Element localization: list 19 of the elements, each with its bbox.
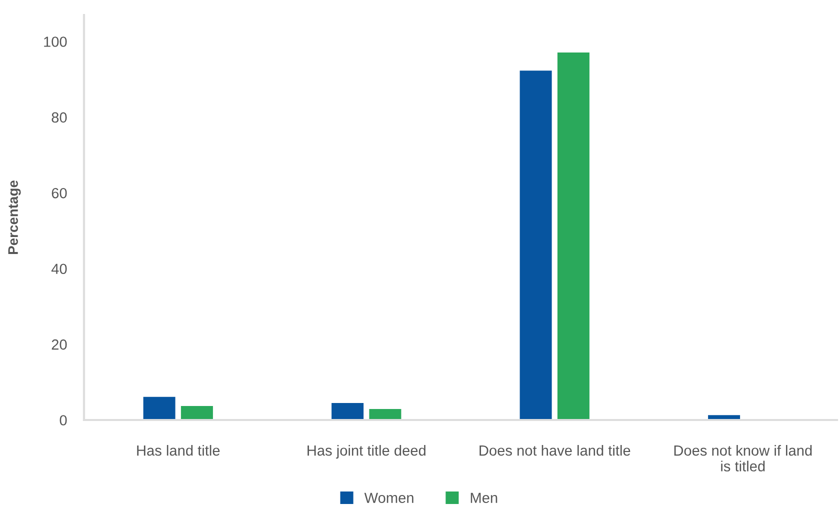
y-tick-label: 20 (52, 339, 67, 350)
bar (520, 70, 552, 420)
y-tick-label: 100 (44, 36, 67, 47)
bar (369, 409, 402, 420)
y-tick-label: 40 (51, 264, 67, 274)
legend-label: Women (364, 492, 414, 503)
y-tick-label: 80 (52, 112, 67, 123)
bar (180, 406, 213, 420)
y-tick-label: 0 (60, 415, 67, 426)
bar (332, 402, 364, 420)
bar (557, 52, 590, 420)
legend-label: Men (470, 492, 498, 503)
y-axis-title: Percentage (8, 180, 21, 254)
x-tick-label: Has land title (137, 445, 220, 456)
x-tick-label: Does not have land title (480, 445, 630, 456)
y-tick-label: 60 (52, 188, 67, 198)
bar (143, 396, 176, 420)
x-tick-label: Does not know if land is titled (674, 445, 812, 472)
x-tick-label: Has joint title deed (308, 445, 426, 459)
